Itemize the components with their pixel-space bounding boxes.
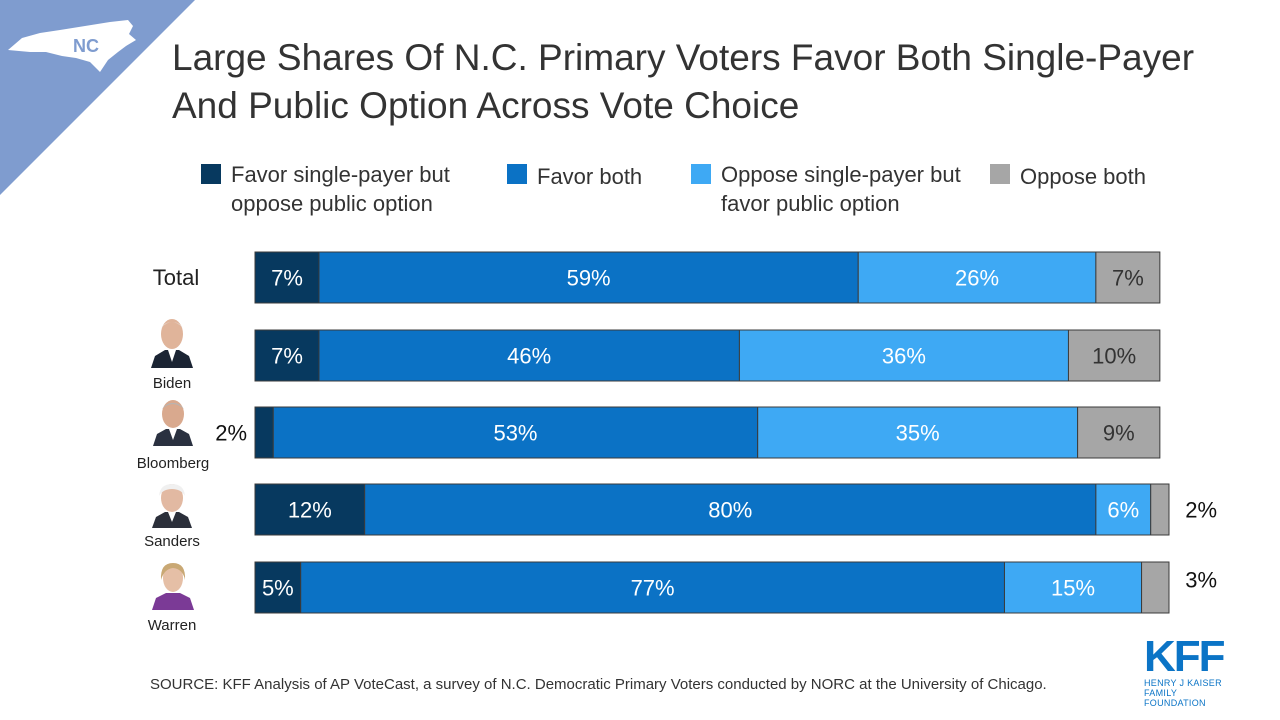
bar-segment-bloomberg-s1: [272, 406, 759, 459]
data-label-biden-s3: 10%: [1092, 344, 1136, 369]
data-label-warren-s0: 5%: [262, 576, 294, 601]
data-label-biden-s1: 46%: [507, 344, 551, 369]
legend-item-single-payer-only: Favor single-payer but oppose public opt…: [201, 160, 481, 218]
bar-segment-warren-s1: [300, 561, 1005, 614]
bar-segment-total-s2: [857, 251, 1097, 304]
data-label-warren-s2: 15%: [1051, 576, 1095, 601]
north-carolina-map-icon: [8, 20, 136, 72]
data-label-bloomberg-s1: 53%: [493, 421, 537, 446]
bar-segment-sanders-s0: [254, 483, 366, 536]
bar-segment-biden-s0: [254, 329, 320, 382]
legend-label: Oppose single-payer but favor public opt…: [721, 162, 961, 216]
state-abbrev: NC: [73, 36, 99, 56]
legend-item-favor-both: Favor both: [507, 160, 687, 191]
category-label-total: Total: [153, 265, 199, 290]
data-label-total-s3: 7%: [1112, 266, 1144, 291]
data-label-sanders-s1: 80%: [708, 498, 752, 523]
data-label-total-s2: 26%: [955, 266, 999, 291]
kff-logo-sub-1: HENRY J KAISER: [1144, 678, 1222, 688]
avatar-biden: [151, 319, 193, 368]
source-note: SOURCE: KFF Analysis of AP VoteCast, a s…: [150, 676, 1047, 693]
bar-segment-total-s0: [254, 251, 320, 304]
legend-item-oppose-both: Oppose both: [990, 160, 1190, 191]
bar-segment-sanders-s2: [1095, 483, 1152, 536]
legend-item-public-option-only: Oppose single-payer but favor public opt…: [691, 160, 966, 218]
data-label-sanders-s2: 6%: [1107, 498, 1139, 523]
data-label-warren-s1: 77%: [631, 576, 675, 601]
chart-title: Large Shares Of N.C. Primary Voters Favo…: [172, 37, 1195, 126]
legend-label: Favor single-payer but oppose public opt…: [231, 162, 450, 216]
category-label-sanders: Sanders: [144, 533, 200, 550]
bar-segment-sanders-s3: [1150, 483, 1170, 536]
bar-segment-total-s3: [1095, 251, 1161, 304]
kff-logo-sub-2: FAMILY FOUNDATION: [1144, 688, 1206, 708]
bar-segment-warren-s0: [254, 561, 302, 614]
legend-label: Favor both: [537, 164, 643, 189]
bar-segment-total-s1: [318, 251, 859, 304]
avatar-warren: [152, 563, 194, 610]
legend-swatch: [691, 164, 711, 184]
data-label-bloomberg-s2: 35%: [896, 421, 940, 446]
bar-segment-biden-s1: [318, 329, 740, 382]
legend-swatch: [201, 164, 221, 184]
avatar-bloomberg: [153, 400, 193, 446]
kff-logo-text: KFF: [1144, 632, 1226, 681]
bar-segment-bloomberg-s0: [254, 406, 274, 459]
data-label-bloomberg-s3: 9%: [1103, 421, 1135, 446]
legend-swatch: [507, 164, 527, 184]
data-label-warren-s3: 3%: [1185, 568, 1217, 593]
category-label-warren: Warren: [148, 617, 197, 634]
data-label-biden-s0: 7%: [271, 344, 303, 369]
avatar-sanders: [152, 484, 192, 528]
legend-swatch: [990, 164, 1010, 184]
data-label-sanders-s0: 12%: [288, 498, 332, 523]
kff-logo: KFF HENRY J KAISER FAMILY FOUNDATION: [1144, 632, 1240, 709]
category-label-bloomberg: Bloomberg: [137, 455, 210, 472]
data-label-bloomberg-s0: 2%: [215, 421, 247, 446]
bar-segment-warren-s3: [1141, 561, 1170, 614]
category-label-biden: Biden: [153, 375, 191, 392]
bar-segment-bloomberg-s2: [757, 406, 1079, 459]
legend-label: Oppose both: [1020, 164, 1146, 189]
state-corner-badge: NC: [0, 0, 195, 195]
bar-segment-biden-s3: [1067, 329, 1161, 382]
data-label-biden-s2: 36%: [882, 344, 926, 369]
data-label-sanders-s3: 2%: [1185, 498, 1217, 523]
bar-segment-bloomberg-s3: [1077, 406, 1161, 459]
data-label-total-s1: 59%: [567, 266, 611, 291]
data-label-total-s0: 7%: [271, 266, 303, 291]
